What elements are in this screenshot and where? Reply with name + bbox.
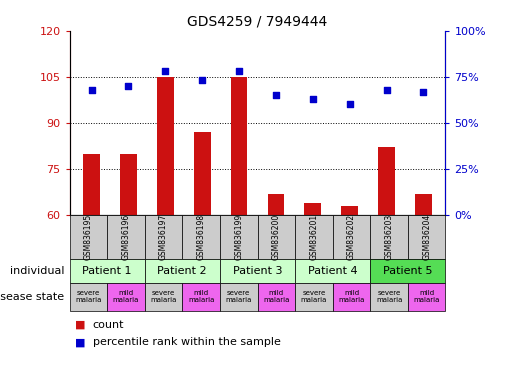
Text: mild
malaria: mild malaria	[263, 290, 289, 303]
Point	[382, 87, 390, 93]
Title: GDS4259 / 7949444: GDS4259 / 7949444	[187, 14, 328, 28]
Point	[308, 96, 317, 102]
Text: severe
malaria: severe malaria	[75, 290, 101, 303]
Text: mild
malaria: mild malaria	[414, 290, 440, 303]
Bar	[268, 194, 284, 215]
Point	[198, 78, 207, 84]
Text: GSM836200: GSM836200	[272, 214, 281, 260]
Bar	[194, 132, 211, 215]
Bar	[378, 147, 395, 215]
Bar	[304, 203, 321, 215]
Text: ■: ■	[75, 337, 85, 348]
Text: GSM836196: GSM836196	[122, 214, 130, 260]
Point	[88, 87, 96, 93]
Text: ■: ■	[75, 320, 85, 330]
Text: individual: individual	[10, 266, 64, 276]
Text: GSM836201: GSM836201	[310, 214, 318, 260]
Text: mild
malaria: mild malaria	[113, 290, 139, 303]
Text: GSM836197: GSM836197	[159, 214, 168, 260]
Text: GSM836202: GSM836202	[347, 214, 356, 260]
Point	[125, 83, 133, 89]
Text: severe
malaria: severe malaria	[150, 290, 177, 303]
Point	[346, 101, 354, 108]
Point	[419, 88, 427, 94]
Bar	[341, 206, 358, 215]
Point	[161, 68, 169, 74]
Text: Patient 5: Patient 5	[383, 266, 433, 276]
Text: percentile rank within the sample: percentile rank within the sample	[93, 337, 281, 348]
Point	[272, 92, 280, 98]
Bar	[83, 154, 100, 215]
Bar	[415, 194, 432, 215]
Text: Patient 1: Patient 1	[82, 266, 132, 276]
Text: ▶: ▶	[71, 266, 79, 276]
Text: GSM836195: GSM836195	[84, 214, 93, 260]
Text: GSM836199: GSM836199	[234, 214, 243, 260]
Bar	[157, 77, 174, 215]
Text: mild
malaria: mild malaria	[338, 290, 365, 303]
Bar	[120, 154, 137, 215]
Text: severe
malaria: severe malaria	[226, 290, 252, 303]
Text: count: count	[93, 320, 124, 330]
Text: ▶: ▶	[71, 292, 79, 302]
Text: Patient 2: Patient 2	[158, 266, 207, 276]
Text: severe
malaria: severe malaria	[301, 290, 327, 303]
Text: mild
malaria: mild malaria	[188, 290, 214, 303]
Text: severe
malaria: severe malaria	[376, 290, 402, 303]
Text: disease state: disease state	[0, 292, 64, 302]
Text: Patient 3: Patient 3	[233, 266, 282, 276]
Text: Patient 4: Patient 4	[308, 266, 357, 276]
Text: GSM836204: GSM836204	[422, 214, 431, 260]
Bar	[231, 77, 247, 215]
Text: GSM836203: GSM836203	[385, 214, 393, 260]
Point	[235, 68, 243, 74]
Text: GSM836198: GSM836198	[197, 214, 205, 260]
